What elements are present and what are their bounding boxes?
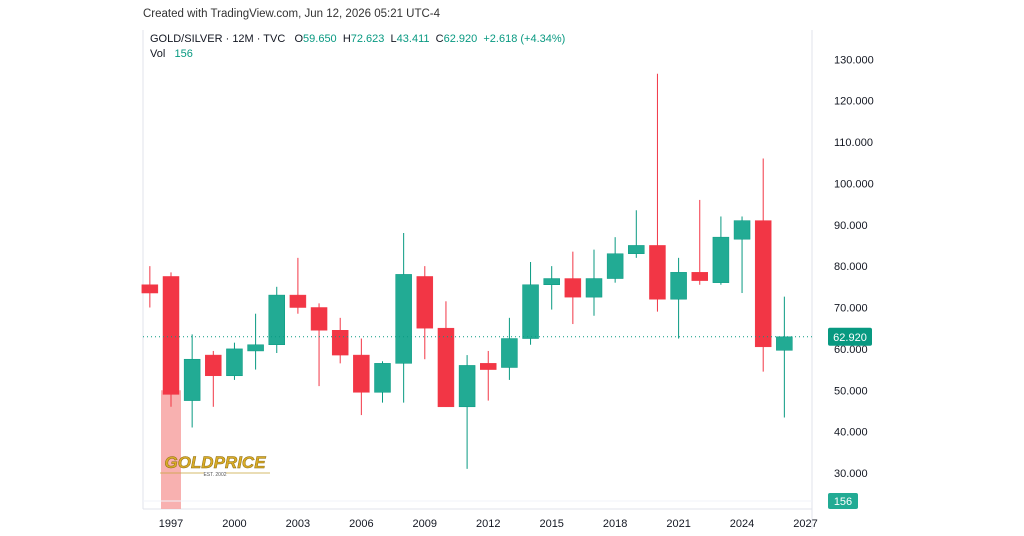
candle-body [374, 363, 391, 393]
goldprice-watermark: GOLDPRICE EST. 2002 [160, 453, 270, 478]
x-tick-label: 2024 [730, 518, 754, 530]
y-tick-label: 60.000 [834, 344, 868, 356]
x-tick-label: 2000 [222, 518, 246, 530]
volume-layer [161, 390, 181, 509]
candle-body [310, 307, 328, 331]
created-header: Created with TradingView.com, Jun 12, 20… [143, 8, 441, 20]
volume-legend: Vol 156 [150, 48, 193, 60]
x-tick-label: 2006 [349, 518, 373, 530]
candle-body [585, 278, 603, 298]
candle-body [501, 338, 518, 368]
y-tick-label: 110.000 [834, 137, 873, 149]
x-tick-label: 2015 [539, 518, 563, 530]
candle-body [480, 363, 497, 370]
y-tick-label: 30.000 [834, 468, 868, 480]
close-value: 62.920 [443, 33, 478, 45]
y-tick-label: 100.000 [834, 178, 874, 190]
x-tick-label: 2009 [413, 518, 437, 530]
x-tick-label: 2012 [476, 518, 500, 530]
high-value: 72.623 [350, 33, 385, 45]
y-tick-label: 90.000 [834, 220, 868, 232]
candle-body [649, 245, 666, 300]
symbol-label: GOLD/SILVER · 12M · TVC [150, 33, 286, 45]
candle-body [522, 284, 539, 339]
candle-body [670, 272, 687, 300]
open-label: O [294, 33, 304, 45]
x-tick-label: 2003 [286, 518, 310, 530]
close-label: C [435, 33, 444, 45]
candle-body [395, 274, 412, 364]
candle-body [437, 327, 455, 408]
y-tick-label: 40.000 [834, 427, 868, 439]
y-tick-label: 50.000 [834, 385, 868, 397]
candle-body [712, 236, 730, 283]
y-tick-label: 120.000 [834, 96, 874, 108]
low-label: L [390, 33, 397, 45]
candle-body [353, 354, 370, 393]
high-label: H [342, 33, 351, 45]
y-tick-label: 70.000 [834, 303, 868, 315]
candle-body [141, 284, 159, 294]
x-tick-label: 1997 [159, 518, 183, 530]
last-price-label: 62.920 [833, 332, 867, 344]
y-tick-label: 130.000 [834, 54, 874, 66]
candle-layer [141, 73, 793, 469]
candle-body [458, 365, 476, 408]
watermark-tagline: EST. 2002 [203, 472, 226, 478]
x-tick-label: 2021 [666, 518, 690, 530]
y-tick-label: 80.000 [834, 261, 868, 273]
candle-body [564, 278, 582, 298]
candle-body [268, 294, 285, 345]
change-value: +2.618 (+4.34%) [483, 33, 566, 45]
volume-value: 156 [174, 48, 193, 60]
candle-body [606, 253, 624, 279]
candle-body [754, 220, 772, 348]
watermark-brand: GOLDPRICE [164, 453, 266, 472]
low-value: 43.411 [396, 33, 430, 45]
candle-body [162, 276, 180, 395]
candle-body [543, 278, 560, 285]
candle-body [289, 294, 307, 308]
candle-body [776, 336, 793, 351]
x-tick-label: 2027 [793, 518, 817, 530]
candle-body [183, 358, 201, 401]
last-volume-badge [828, 493, 858, 509]
candle-body [226, 348, 243, 377]
open-value: 59.650 [303, 33, 337, 45]
candle-body [205, 354, 222, 377]
candle-body [247, 344, 264, 352]
volume-label: Vol [150, 48, 166, 60]
candle-body [416, 276, 434, 329]
last-volume-label: 156 [834, 496, 852, 508]
volume-bar [161, 390, 181, 509]
x-tick-label: 2018 [603, 518, 627, 530]
grid-layer [142, 30, 813, 529]
candle-body [691, 272, 708, 281]
candle-body [628, 245, 645, 254]
ohlc-legend: GOLD/SILVER · 12M · TVC O59.650 H72.623 … [150, 33, 565, 45]
last-price-badge [828, 327, 872, 346]
axis-layer: 130.000 120.000 110.000 100.000 90.000 80.000… [143, 54, 874, 530]
candle-body [331, 330, 349, 356]
candle-body [733, 220, 751, 240]
